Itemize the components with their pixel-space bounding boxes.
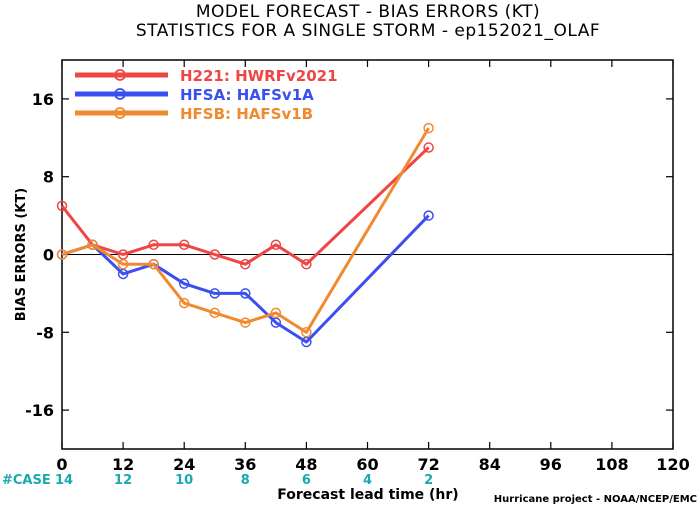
series-point: [240, 317, 251, 328]
series-3: [56, 122, 434, 338]
case-count: 12: [114, 473, 132, 488]
y-axis: -16 -8 0 8 16: [25, 90, 673, 420]
legend-label: H221: HWRFv2021: [180, 67, 338, 85]
series-point: [209, 288, 220, 299]
case-count: 14: [55, 473, 73, 488]
series-point: [423, 142, 434, 153]
y-tick-label: -16: [25, 401, 54, 420]
series-point: [56, 200, 68, 212]
case-count-row: #CASE 14 12 10 8 6 4 2: [2, 473, 433, 488]
x-tick-label: 96: [540, 455, 562, 474]
series-layer: [56, 122, 434, 348]
credit-text: Hurricane project - NOAA/NCEP/EMC: [494, 494, 697, 505]
series-point: [301, 327, 312, 338]
legend-marker: [114, 69, 126, 81]
series-point: [148, 258, 159, 270]
series-point: [178, 297, 190, 309]
case-count: 4: [363, 473, 372, 488]
case-row-label: #CASE: [2, 473, 51, 488]
x-axis: 0 12 24 36 48 60 72 84 96 108 120: [56, 60, 690, 474]
x-tick-label: 60: [356, 455, 378, 474]
y-tick-label: -8: [36, 323, 54, 342]
chart-subtitle: STATISTICS FOR A SINGLE STORM - ep152021…: [136, 21, 600, 41]
series-line: [60, 146, 430, 266]
case-count: 6: [302, 473, 311, 488]
x-tick-label: 36: [234, 455, 256, 474]
legend-marker: [114, 88, 126, 100]
legend-marker: [114, 107, 126, 119]
x-tick-label: 24: [173, 455, 195, 474]
x-tick-label: 120: [656, 455, 689, 474]
series-line: [61, 127, 430, 334]
x-tick-label: 48: [295, 455, 317, 474]
series-point: [178, 239, 190, 251]
legend-label: HFSA: HAFSv1A: [180, 86, 314, 104]
series-point: [56, 249, 68, 260]
series-point: [178, 278, 190, 289]
legend-label: HFSB: HAFSv1B: [180, 105, 313, 123]
y-axis-label: BIAS ERRORS (KT): [14, 188, 29, 321]
series-point: [240, 288, 251, 299]
series-point: [423, 210, 434, 221]
case-count: 2: [424, 473, 433, 488]
x-tick-label: 72: [417, 455, 439, 474]
series-point: [270, 307, 282, 319]
x-tick-label: 84: [479, 455, 501, 474]
series-point: [148, 239, 159, 251]
series-point: [209, 249, 220, 260]
y-tick-label: 8: [43, 168, 54, 187]
x-tick-label: 108: [595, 455, 628, 474]
y-tick-label: 16: [32, 90, 54, 109]
series-line: [61, 214, 430, 344]
chart-title: MODEL FORECAST - BIAS ERRORS (KT): [196, 2, 540, 22]
series-point: [209, 307, 220, 319]
series-point: [301, 258, 312, 270]
series-point: [117, 258, 129, 270]
case-count: 10: [175, 473, 193, 488]
series-2: [56, 210, 434, 348]
x-axis-label: Forecast lead time (hr): [277, 487, 458, 503]
series-point: [423, 122, 434, 134]
y-tick-label: 0: [43, 246, 54, 265]
case-count: 8: [241, 473, 250, 488]
series-point: [240, 258, 251, 270]
x-tick-label: 12: [112, 455, 134, 474]
series-point: [270, 239, 282, 251]
series-point: [87, 239, 98, 251]
series-1: [56, 142, 434, 270]
x-tick-label: 0: [56, 455, 67, 474]
